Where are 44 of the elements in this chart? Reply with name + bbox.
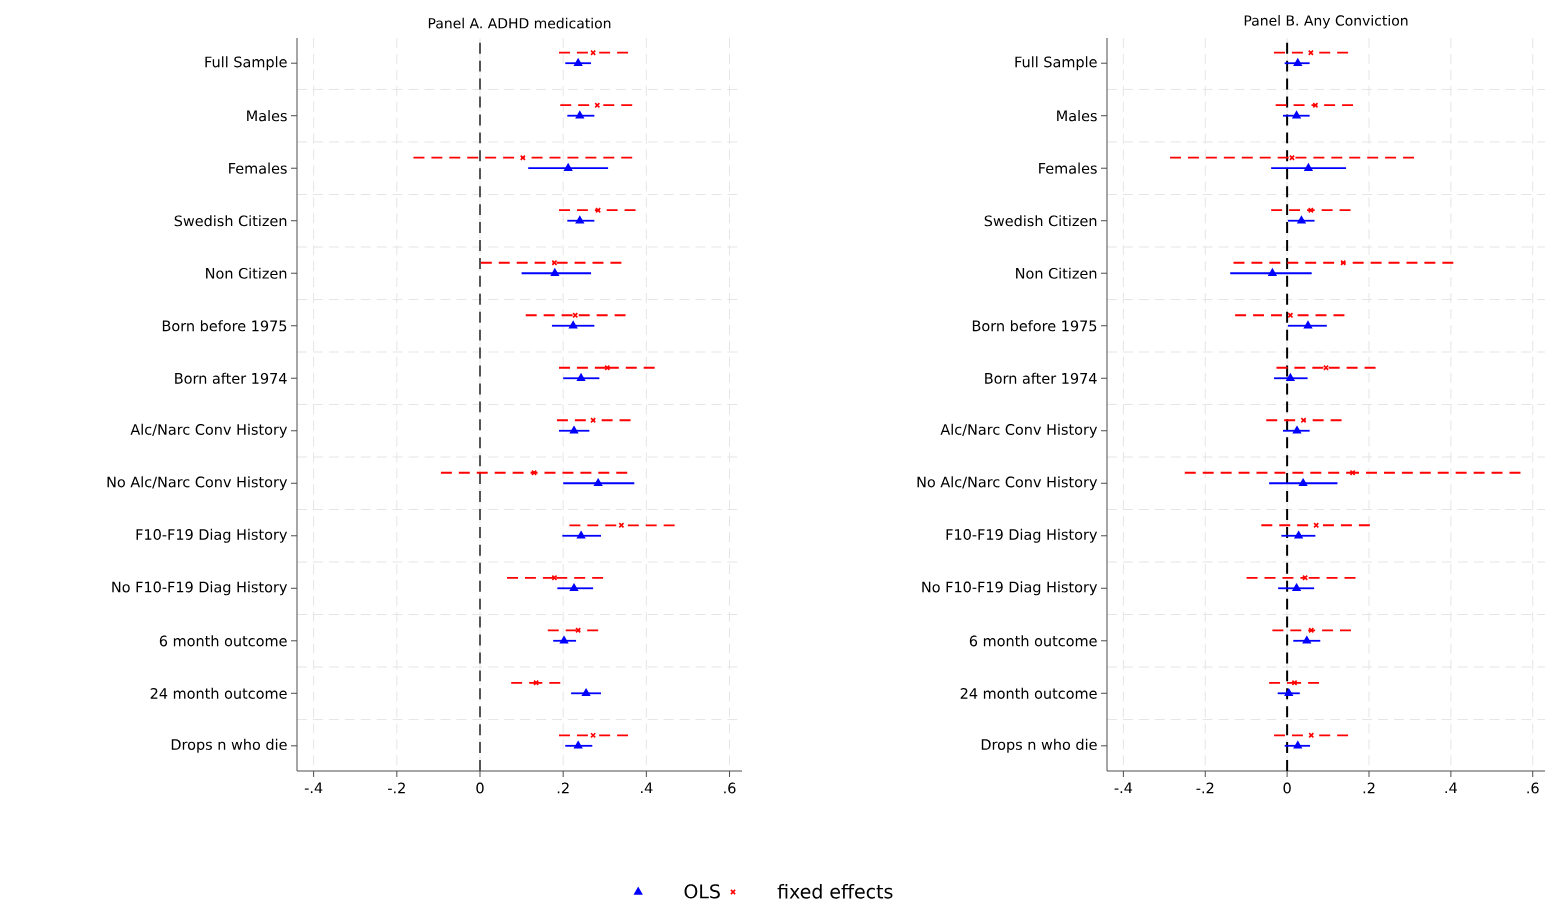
x-tick-label: 0 — [1283, 782, 1291, 794]
y-tick-label: Full Sample — [1015, 56, 1097, 71]
legend-label: OLS — [684, 884, 720, 899]
y-tick-label: Swedish Citizen — [984, 215, 1097, 227]
y-tick-label: Females — [1039, 162, 1097, 174]
x-tick-label: .4 — [641, 782, 653, 794]
y-tick-label: Born before 1975 — [972, 320, 1097, 332]
y-tick-label: Alc/Narc Conv History — [940, 423, 1098, 438]
x-tick-label: .6 — [724, 782, 736, 794]
y-tick-label: 24 month outcome — [150, 687, 287, 699]
y-tick-label: Born before 1975 — [162, 320, 287, 332]
chart-title: Panel A. ADHD medication — [428, 17, 611, 29]
x-tick-label: 0 — [476, 782, 484, 794]
x-tick-label: -.2 — [388, 782, 405, 794]
y-tick-label: Alc/Narc Conv History — [130, 423, 288, 438]
y-tick-label: Non Citizen — [1016, 267, 1097, 279]
y-tick-label: 24 month outcome — [960, 687, 1097, 699]
y-tick-label: F10-F19 Diag History — [136, 528, 288, 543]
x-tick-label: -.4 — [1114, 782, 1133, 794]
y-tick-label: Full Sample — [205, 56, 287, 71]
y-tick-label: Males — [247, 110, 287, 122]
x-tick-label: -.4 — [304, 782, 323, 794]
y-tick-label: Drops n who die — [171, 738, 287, 753]
y-tick-label: 6 month outcome — [159, 635, 287, 647]
y-tick-label: Males — [1057, 110, 1097, 122]
y-tick-label: No Alc/Narc Conv History — [107, 476, 288, 491]
y-tick-label: 6 month outcome — [969, 635, 1097, 647]
y-tick-label: No F10-F19 Diag History — [112, 581, 288, 596]
y-tick-label: No F10-F19 Diag History — [922, 581, 1098, 596]
x-tick-label: .6 — [1527, 782, 1539, 794]
legend-label: fixed effects — [777, 884, 893, 899]
y-tick-label: F10-F19 Diag History — [946, 528, 1098, 543]
x-tick-label: .2 — [557, 782, 569, 794]
y-tick-label: Females — [229, 162, 287, 174]
y-tick-label: Born after 1974 — [175, 372, 287, 384]
chart-title: Panel B. Any Conviction — [1244, 15, 1408, 29]
y-tick-label: No Alc/Narc Conv History — [917, 476, 1098, 491]
x-tick-label: .2 — [1363, 782, 1375, 794]
x-tick-label: .4 — [1445, 782, 1457, 794]
y-tick-label: Drops n who die — [981, 738, 1097, 753]
y-tick-label: Born after 1974 — [985, 372, 1097, 384]
x-tick-label: -.2 — [1196, 782, 1214, 794]
y-tick-label: Swedish Citizen — [174, 215, 287, 227]
y-tick-label: Non Citizen — [206, 267, 287, 279]
